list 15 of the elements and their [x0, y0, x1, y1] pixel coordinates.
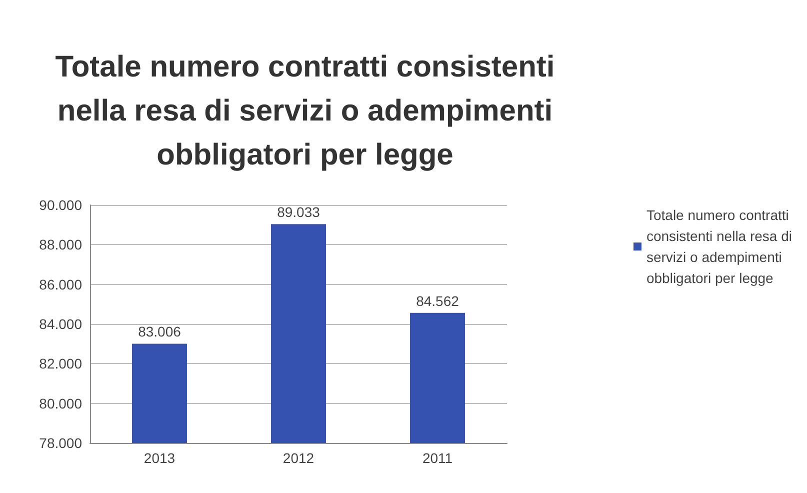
data-label: 83.006	[138, 324, 182, 340]
y-tick-label: 82.000	[39, 356, 82, 372]
chart-title: Totale numero contratti consistenti nella resa di servizi o adempimenti obbligatori per legge	[55, 50, 555, 172]
y-tick-label: 90.000	[39, 197, 82, 213]
x-tick-label: 2013	[144, 450, 176, 466]
legend-label: Totale numero contratti consistenti nella resa di servizi o adempimenti obbligatori per legge	[646, 207, 792, 286]
y-tick-label: 86.000	[39, 276, 82, 292]
y-tick-label: 84.000	[39, 316, 82, 332]
x-tick-label: 2011	[422, 450, 453, 466]
y-tick-label: 78.000	[39, 435, 82, 451]
data-label: 84.562	[416, 292, 460, 309]
x-tick-label: 2012	[282, 450, 314, 466]
y-tick-label: 88.000	[39, 236, 82, 253]
y-tick-label: 80.000	[39, 395, 82, 412]
data-label: 89.033	[277, 204, 320, 220]
